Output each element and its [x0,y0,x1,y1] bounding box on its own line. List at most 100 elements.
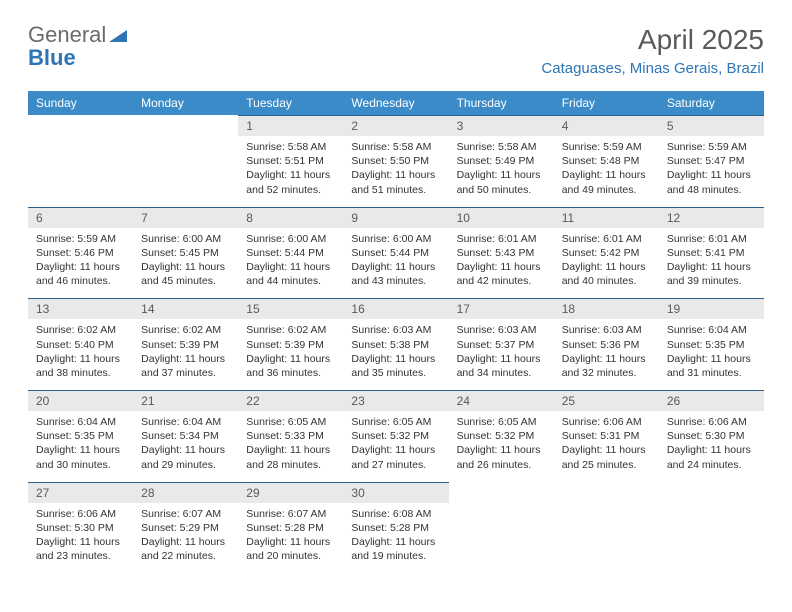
day-info: Sunrise: 6:01 AMSunset: 5:42 PMDaylight:… [554,228,659,299]
day-number: 19 [659,298,764,319]
day-info: Sunrise: 6:00 AMSunset: 5:44 PMDaylight:… [343,228,448,299]
calendar-day-cell: 20Sunrise: 6:04 AMSunset: 5:35 PMDayligh… [28,390,133,482]
day-info: Sunrise: 6:05 AMSunset: 5:33 PMDaylight:… [238,411,343,482]
calendar-day-cell: 2Sunrise: 5:58 AMSunset: 5:50 PMDaylight… [343,115,448,207]
day-info: Sunrise: 6:07 AMSunset: 5:29 PMDaylight:… [133,503,238,574]
calendar-day-cell: . [554,482,659,574]
calendar-day-cell: 16Sunrise: 6:03 AMSunset: 5:38 PMDayligh… [343,298,448,390]
calendar-week-row: . . 1Sunrise: 5:58 AMSunset: 5:51 PMDayl… [28,115,764,207]
calendar-day-cell: 25Sunrise: 6:06 AMSunset: 5:31 PMDayligh… [554,390,659,482]
logo-triangle-icon [109,28,127,47]
calendar-day-cell: 11Sunrise: 6:01 AMSunset: 5:42 PMDayligh… [554,207,659,299]
day-info: Sunrise: 5:59 AMSunset: 5:46 PMDaylight:… [28,228,133,299]
logo-text-2: Blue [28,45,76,70]
day-info: Sunrise: 6:02 AMSunset: 5:39 PMDaylight:… [133,319,238,390]
day-number: 24 [449,390,554,411]
day-number: 11 [554,207,659,228]
calendar-day-cell: 23Sunrise: 6:05 AMSunset: 5:32 PMDayligh… [343,390,448,482]
day-number: 13 [28,298,133,319]
day-info: Sunrise: 6:00 AMSunset: 5:44 PMDaylight:… [238,228,343,299]
day-number: 25 [554,390,659,411]
calendar-week-row: 13Sunrise: 6:02 AMSunset: 5:40 PMDayligh… [28,298,764,390]
day-number: 16 [343,298,448,319]
calendar-day-cell: 28Sunrise: 6:07 AMSunset: 5:29 PMDayligh… [133,482,238,574]
calendar-day-cell: 24Sunrise: 6:05 AMSunset: 5:32 PMDayligh… [449,390,554,482]
day-number: 2 [343,115,448,136]
day-number: 3 [449,115,554,136]
calendar-day-cell: 6Sunrise: 5:59 AMSunset: 5:46 PMDaylight… [28,207,133,299]
day-number: 12 [659,207,764,228]
logo: General Blue [28,24,127,70]
day-number: 1 [238,115,343,136]
calendar-day-cell: 22Sunrise: 6:05 AMSunset: 5:33 PMDayligh… [238,390,343,482]
day-number: 14 [133,298,238,319]
weekday-header: Thursday [449,91,554,115]
calendar-day-cell: 14Sunrise: 6:02 AMSunset: 5:39 PMDayligh… [133,298,238,390]
title-block: April 2025 Cataguases, Minas Gerais, Bra… [541,24,764,77]
weekday-header: Tuesday [238,91,343,115]
day-info: Sunrise: 6:06 AMSunset: 5:30 PMDaylight:… [28,503,133,574]
day-number: 5 [659,115,764,136]
logo-text-1: General [28,22,106,47]
day-info: Sunrise: 6:05 AMSunset: 5:32 PMDaylight:… [449,411,554,482]
day-info: Sunrise: 6:06 AMSunset: 5:30 PMDaylight:… [659,411,764,482]
calendar-day-cell: 17Sunrise: 6:03 AMSunset: 5:37 PMDayligh… [449,298,554,390]
calendar-day-cell: . [28,115,133,207]
calendar-day-cell: 8Sunrise: 6:00 AMSunset: 5:44 PMDaylight… [238,207,343,299]
calendar-day-cell: 15Sunrise: 6:02 AMSunset: 5:39 PMDayligh… [238,298,343,390]
day-info: Sunrise: 5:58 AMSunset: 5:49 PMDaylight:… [449,136,554,207]
day-info: Sunrise: 5:58 AMSunset: 5:50 PMDaylight:… [343,136,448,207]
calendar-day-cell: 10Sunrise: 6:01 AMSunset: 5:43 PMDayligh… [449,207,554,299]
day-info: Sunrise: 6:06 AMSunset: 5:31 PMDaylight:… [554,411,659,482]
day-number: 22 [238,390,343,411]
day-info: Sunrise: 5:59 AMSunset: 5:47 PMDaylight:… [659,136,764,207]
day-number: 10 [449,207,554,228]
day-info: Sunrise: 5:58 AMSunset: 5:51 PMDaylight:… [238,136,343,207]
calendar-day-cell: . [659,482,764,574]
calendar-week-row: 27Sunrise: 6:06 AMSunset: 5:30 PMDayligh… [28,482,764,574]
weekday-header: Wednesday [343,91,448,115]
calendar-day-cell: 19Sunrise: 6:04 AMSunset: 5:35 PMDayligh… [659,298,764,390]
day-number: 23 [343,390,448,411]
calendar-week-row: 6Sunrise: 5:59 AMSunset: 5:46 PMDaylight… [28,207,764,299]
day-number: 27 [28,482,133,503]
day-number: 9 [343,207,448,228]
calendar-body: . . 1Sunrise: 5:58 AMSunset: 5:51 PMDayl… [28,115,764,573]
calendar-day-cell: 7Sunrise: 6:00 AMSunset: 5:45 PMDaylight… [133,207,238,299]
month-title: April 2025 [541,24,764,56]
calendar-day-cell: 3Sunrise: 5:58 AMSunset: 5:49 PMDaylight… [449,115,554,207]
day-info: Sunrise: 6:02 AMSunset: 5:39 PMDaylight:… [238,319,343,390]
calendar-day-cell: 4Sunrise: 5:59 AMSunset: 5:48 PMDaylight… [554,115,659,207]
calendar-day-cell: 27Sunrise: 6:06 AMSunset: 5:30 PMDayligh… [28,482,133,574]
calendar-day-cell: 1Sunrise: 5:58 AMSunset: 5:51 PMDaylight… [238,115,343,207]
day-number: 26 [659,390,764,411]
calendar-day-cell: 21Sunrise: 6:04 AMSunset: 5:34 PMDayligh… [133,390,238,482]
calendar-day-cell: . [133,115,238,207]
day-info: Sunrise: 5:59 AMSunset: 5:48 PMDaylight:… [554,136,659,207]
day-info: Sunrise: 6:01 AMSunset: 5:43 PMDaylight:… [449,228,554,299]
calendar-day-cell: 18Sunrise: 6:03 AMSunset: 5:36 PMDayligh… [554,298,659,390]
day-info: Sunrise: 6:03 AMSunset: 5:38 PMDaylight:… [343,319,448,390]
weekday-header: Sunday [28,91,133,115]
day-info: Sunrise: 6:03 AMSunset: 5:36 PMDaylight:… [554,319,659,390]
day-info: Sunrise: 6:01 AMSunset: 5:41 PMDaylight:… [659,228,764,299]
day-number: 7 [133,207,238,228]
day-info: Sunrise: 6:03 AMSunset: 5:37 PMDaylight:… [449,319,554,390]
day-number: 8 [238,207,343,228]
calendar-day-cell: 9Sunrise: 6:00 AMSunset: 5:44 PMDaylight… [343,207,448,299]
day-info: Sunrise: 6:04 AMSunset: 5:35 PMDaylight:… [28,411,133,482]
day-info: Sunrise: 6:02 AMSunset: 5:40 PMDaylight:… [28,319,133,390]
day-number: 21 [133,390,238,411]
day-number: 30 [343,482,448,503]
day-number: 18 [554,298,659,319]
calendar-day-cell: 5Sunrise: 5:59 AMSunset: 5:47 PMDaylight… [659,115,764,207]
calendar-day-cell: 26Sunrise: 6:06 AMSunset: 5:30 PMDayligh… [659,390,764,482]
calendar-table: SundayMondayTuesdayWednesdayThursdayFrid… [28,91,764,573]
day-number: 4 [554,115,659,136]
calendar-week-row: 20Sunrise: 6:04 AMSunset: 5:35 PMDayligh… [28,390,764,482]
calendar-day-cell: . [449,482,554,574]
day-number: 29 [238,482,343,503]
day-number: 6 [28,207,133,228]
day-info: Sunrise: 6:05 AMSunset: 5:32 PMDaylight:… [343,411,448,482]
day-number: 17 [449,298,554,319]
